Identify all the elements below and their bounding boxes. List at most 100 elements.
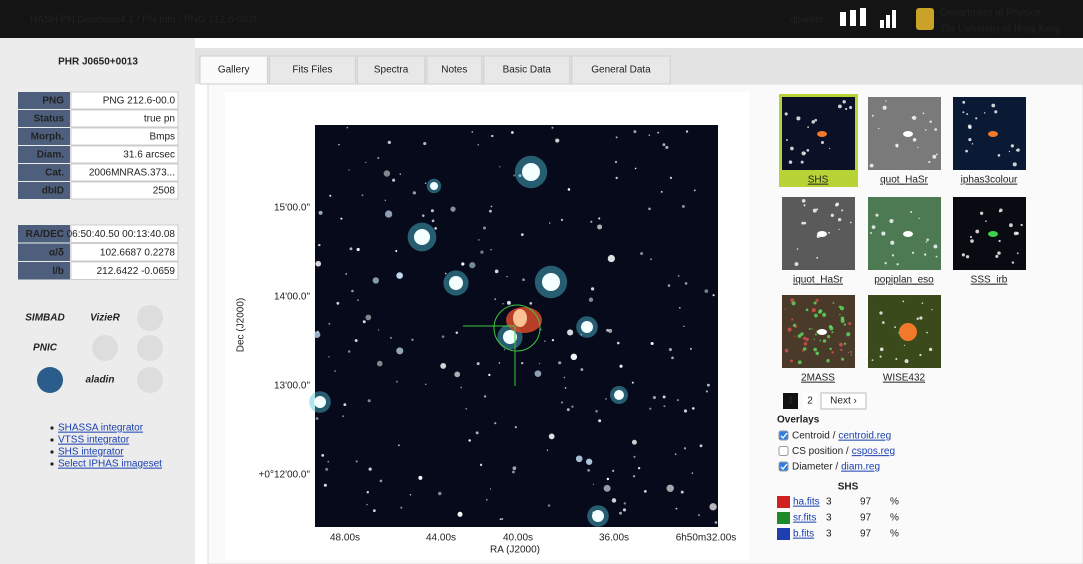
star [437,491,442,496]
star [657,131,660,134]
tab[interactable] [483,55,571,85]
tab[interactable] [571,55,671,85]
thumbnail-label[interactable]: iquot_HaSr [793,275,844,286]
overlay-file[interactable]: cspos.reg [852,446,895,457]
star [648,207,651,211]
value-cell [70,163,179,182]
label-cell [18,110,70,127]
thumbnail-label[interactable]: WISE432 [883,373,926,384]
logo[interactable]: SIMBAD [25,313,64,324]
thumb-star [965,255,970,259]
sidebar-link[interactable]: Select IPHAS imageset [58,459,162,470]
tab-label[interactable]: Basic Data [503,65,552,76]
band-file[interactable]: sr.fits [793,513,816,524]
thumb-star [784,348,789,353]
star [399,173,402,175]
page-label[interactable]: 2 [807,396,813,407]
thumb-star [1008,150,1011,153]
thumb-star [784,308,787,310]
star [598,217,601,220]
checkbox[interactable] [778,430,789,441]
thumb-star [1010,144,1014,148]
thumb-star [961,253,966,257]
thumb-star [841,209,844,212]
band-cell: % [890,513,899,524]
star [676,399,679,402]
star [327,460,330,463]
thumb-star [896,263,899,266]
page-button[interactable] [820,392,867,410]
tab-label[interactable]: General Data [591,65,651,76]
tab[interactable] [199,55,268,85]
bright-star [449,276,463,290]
page-label[interactable]: 1 [788,396,794,407]
tab[interactable] [268,55,356,85]
star [313,331,321,339]
star [633,455,636,458]
tab-label[interactable]: Spectra [374,65,409,76]
thumb-star [921,302,924,304]
thumb-star [814,118,818,122]
x-tick-label: 40.00s [503,533,533,544]
thumb-star [924,129,927,131]
page-label[interactable]: Next › [830,396,857,407]
star [366,503,368,506]
thumbnail-label[interactable]: popiplan_eso [874,275,934,286]
overlay-file[interactable]: centroid.reg [838,431,891,442]
thumb-star [881,231,886,236]
band-file[interactable]: b.fits [793,529,814,540]
sidebar-link[interactable]: VTSS integrator [58,435,130,446]
star [503,349,506,351]
checkbox[interactable] [778,461,789,472]
thumbnail-label[interactable]: SHS [808,175,829,186]
tab-label[interactable]: Notes [441,65,467,76]
band-file[interactable]: ha.fits [793,497,820,508]
thumb-star [904,359,909,364]
logo[interactable]: aladin [86,375,115,386]
star [396,347,404,355]
logo[interactable]: PNIC [33,343,58,354]
thumbnail-label[interactable]: quot_HaSr [880,175,928,186]
star [461,262,465,266]
logo[interactable]: VizieR [90,313,120,324]
page-button[interactable] [803,393,817,409]
tab[interactable] [356,55,426,85]
overlay-label: Centroid / [792,431,836,442]
checkbox[interactable] [778,446,789,456]
star [365,161,367,164]
overlay-file[interactable]: diam.reg [841,462,880,473]
page-button[interactable] [783,393,798,409]
star [361,194,364,197]
thumb-object [988,131,998,137]
sidebar-link[interactable]: SHS integrator [58,447,124,458]
thumbnail-label[interactable]: 2MASS [801,373,835,384]
thumb-star [997,251,1001,255]
info-label: Status [33,114,64,125]
thumbnail-label[interactable]: iphas3colour [961,175,1018,186]
thumb-star [793,335,796,338]
star [605,398,607,400]
thumbnail-label[interactable]: SSS_irb [971,275,1008,286]
info-value[interactable]: 2006MNRAS.373... [89,168,175,179]
tab-label[interactable]: Gallery [218,65,250,76]
star [704,289,709,294]
tab[interactable] [426,55,483,85]
thumb-star [843,342,847,345]
sidebar-link[interactable]: SHASSA integrator [58,423,144,434]
user-name[interactable]: qparker [790,15,825,26]
star [560,401,564,404]
star [323,483,327,487]
thumb-star [791,318,794,321]
star [544,340,546,342]
thumb-star [922,112,925,115]
tab-label[interactable]: Fits Files [292,65,332,76]
label-cell [18,225,70,243]
thumb-star [789,359,794,363]
star [384,199,387,202]
thumb-star [832,302,835,304]
thumb-star [794,262,799,266]
star [329,194,332,197]
star [588,297,594,302]
star [633,475,636,478]
department: Department of Physics [940,8,1041,19]
